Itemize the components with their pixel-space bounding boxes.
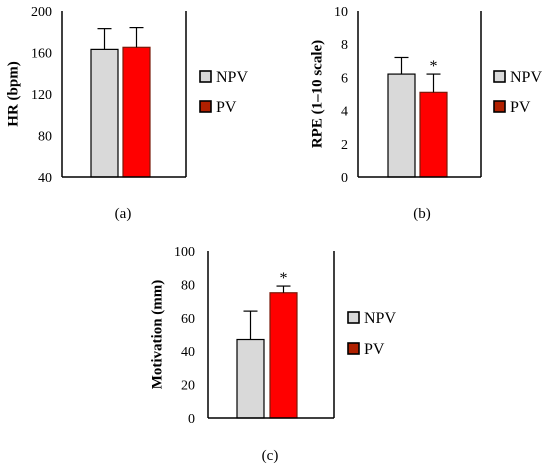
- legend-label-npv: NPV: [364, 310, 396, 327]
- bar-npv: [236, 338, 265, 419]
- legend-swatch-pv: [493, 100, 506, 113]
- y-tick-label: 6: [341, 71, 348, 86]
- significance-marker: *: [280, 270, 288, 287]
- y-tick-label: 20: [181, 379, 195, 394]
- y-tick-label: 40: [38, 171, 52, 186]
- y-tick-label: 0: [341, 171, 348, 186]
- legend-label-pv: PV: [510, 99, 531, 116]
- y-tick-label: 60: [181, 312, 195, 327]
- y-axis-label: Motivation (mm): [149, 280, 165, 390]
- significance-marker: *: [430, 58, 438, 75]
- legend-label-pv: PV: [364, 341, 385, 358]
- legend-label-pv: PV: [216, 99, 237, 116]
- y-tick-label: 8: [341, 38, 348, 53]
- chart-panel-3: Motivation (mm) 100 80 60 40 20 0 * NPV PV (c): [149, 245, 396, 464]
- y-tick-label: 160: [31, 47, 52, 62]
- y-axis-label: HR (bpm): [5, 61, 21, 126]
- y-tick-label: 0: [188, 412, 195, 427]
- bar-npv: [90, 48, 119, 178]
- legend-swatch-pv: [347, 342, 360, 355]
- legend-swatch-npv: [347, 311, 360, 324]
- legend-label-npv: NPV: [510, 69, 542, 86]
- chart-panel-2: RPE (1–10 scale) 10 8 6 4 2 0 * NPV PV (b): [309, 5, 542, 222]
- y-axis-label: RPE (1–10 scale): [309, 40, 325, 148]
- y-tick-label: 2: [341, 138, 348, 153]
- y-tick-label: 200: [31, 5, 52, 20]
- panel-label: (c): [262, 448, 279, 464]
- legend-swatch-npv: [493, 70, 506, 83]
- bar-npv: [387, 73, 416, 178]
- y-tick-label: 10: [334, 5, 348, 20]
- chart-panel-1: HR (bpm) 200 160 120 80 40 NPV PV (a): [5, 5, 248, 222]
- panel-label: (a): [115, 206, 132, 222]
- y-tick-label: 40: [181, 345, 195, 360]
- y-tick-label: 120: [31, 88, 52, 103]
- bar-pv: [269, 292, 298, 419]
- y-tick-label: 100: [174, 245, 195, 260]
- bar-pv: [122, 46, 151, 178]
- legend-label-npv: NPV: [216, 69, 248, 86]
- y-tick-label: 80: [38, 130, 52, 145]
- legend-swatch-pv: [199, 100, 212, 113]
- y-tick-label: 4: [341, 105, 348, 120]
- panel-label: (b): [413, 206, 431, 222]
- legend-swatch-npv: [199, 70, 212, 83]
- y-tick-label: 80: [181, 278, 195, 293]
- bar-pv: [419, 91, 448, 178]
